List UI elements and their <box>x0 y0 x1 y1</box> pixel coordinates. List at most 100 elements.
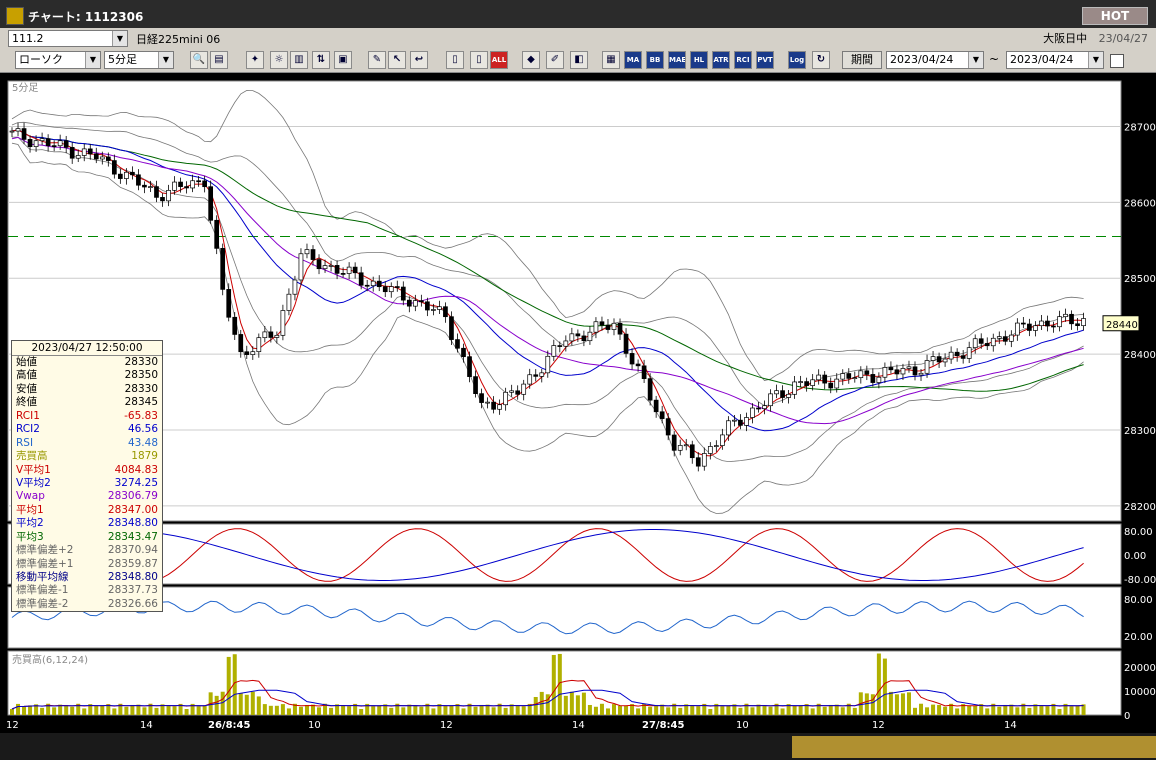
candle-body <box>924 360 930 374</box>
candle-body <box>51 145 57 147</box>
candle-body <box>21 128 27 140</box>
date-to-value: 2023/04/24 <box>1010 53 1074 66</box>
candle-body <box>473 376 478 394</box>
toolbar-tool-icon[interactable]: 🔍 <box>190 51 208 69</box>
toolbar-tool-icon[interactable]: ☼ <box>270 51 288 69</box>
toolbar-tool-icon[interactable]: ✦ <box>246 51 264 69</box>
toolbar-tool-icon[interactable]: ▯ <box>470 51 488 69</box>
volume-bar <box>774 703 779 715</box>
volume-bar <box>196 706 201 715</box>
candle-body <box>166 189 171 202</box>
candle-body <box>304 249 310 255</box>
chevron-down-icon[interactable]: ▼ <box>85 52 100 68</box>
tool-pvt-button[interactable]: PVT <box>756 51 774 69</box>
candle-body <box>780 390 785 398</box>
toolbar-tool-icon[interactable]: ▥ <box>290 51 308 69</box>
tool-bb-button[interactable]: BB <box>646 51 664 69</box>
tool-atr-button[interactable]: ATR <box>712 51 730 69</box>
volume-bar <box>756 704 761 715</box>
volume-bar <box>238 692 243 715</box>
candle-body <box>659 411 665 419</box>
time-axis-label: 10 <box>308 720 321 731</box>
candle-body <box>605 324 611 330</box>
candle-body <box>810 379 816 386</box>
data-window-datetime: 2023/04/27 12:50:00 <box>12 341 162 356</box>
tool-log-button[interactable]: Log <box>788 51 806 69</box>
candle-body <box>960 355 966 359</box>
volume-bar <box>280 704 285 715</box>
volume-bar <box>22 706 27 715</box>
data-window-row: 平均2 28348.80 <box>12 517 162 530</box>
candle-body <box>419 300 424 303</box>
range-checkbox[interactable] <box>1110 54 1124 68</box>
toolbar-tool-icon[interactable]: ▣ <box>334 51 352 69</box>
toolbar-tool-icon[interactable]: ▤ <box>210 51 228 69</box>
volume-bar <box>822 706 827 715</box>
candle-body <box>587 331 593 342</box>
volume-bar <box>894 694 899 715</box>
row-label: 始値 <box>16 356 37 368</box>
row-value: -65.83 <box>124 409 158 422</box>
row-label: 標準偏差-2 <box>16 597 69 610</box>
chevron-down-icon[interactable]: ▼ <box>112 31 127 46</box>
toolbar-tool-icon[interactable]: ▦ <box>602 51 620 69</box>
candle-body <box>99 156 105 160</box>
volume-bar <box>311 704 315 715</box>
tool-hl-button[interactable]: HL <box>690 51 708 69</box>
toolbar-tool-icon[interactable]: ◆ <box>522 51 540 69</box>
candle-body <box>268 331 274 338</box>
chart-area[interactable]: 28700 28600 28500 28400 28300 28200 28440 5分足 80… <box>0 73 1156 760</box>
toolbar-tool-icon[interactable]: ✐ <box>546 51 564 69</box>
candle-body <box>81 148 87 156</box>
toolbar-tool-icon[interactable]: ▯ <box>446 51 464 69</box>
time-axis-label: 26/8:45 <box>208 720 250 731</box>
date-to-input[interactable]: 2023/04/24 ▼ <box>1006 51 1104 69</box>
volume-bar <box>967 705 972 715</box>
candle-body <box>455 339 460 349</box>
candle-body <box>792 381 797 395</box>
tool-ma-button[interactable]: MA <box>624 51 642 69</box>
toolbar-tool-icon[interactable]: ↩ <box>410 51 428 69</box>
code-select[interactable]: 111.2 ▼ <box>8 30 128 47</box>
period-button[interactable]: 期間 <box>842 51 882 69</box>
volume-bar <box>401 707 406 715</box>
candle-body <box>443 306 448 318</box>
row-value: 28359.87 <box>107 557 158 570</box>
hot-button[interactable]: HOT <box>1082 7 1148 25</box>
volume-bar <box>389 707 394 715</box>
volume-bar <box>919 703 924 715</box>
candle-body <box>172 181 177 191</box>
toolbar-tool-icon[interactable]: ◧ <box>570 51 588 69</box>
toolbar-tool-icon[interactable]: ↖ <box>388 51 406 69</box>
toolbar-tool-icon[interactable]: ✎ <box>368 51 386 69</box>
candle-body <box>882 367 888 378</box>
interval-select[interactable]: 5分足 ▼ <box>104 51 174 69</box>
volume-bar <box>178 703 183 715</box>
row-label: 標準偏差+1 <box>16 557 74 570</box>
candle-body <box>539 372 545 377</box>
volume-bar <box>94 705 99 715</box>
candle-body <box>822 374 828 384</box>
data-window-row: 売買高 1879 <box>12 450 162 463</box>
candle-body <box>340 273 346 275</box>
window-title: チャート: 1112306 <box>28 10 144 24</box>
toolbar-tool-icon[interactable]: ⇅ <box>312 51 330 69</box>
toolbar-tool-icon[interactable]: ↻ <box>812 51 830 69</box>
volume-bar <box>798 705 803 715</box>
calendar-dropdown-icon[interactable]: ▼ <box>1088 52 1103 68</box>
candle-body <box>738 419 743 426</box>
chart-kind-select[interactable]: ローソク ▼ <box>15 51 101 69</box>
candle-body <box>828 382 834 389</box>
volume-bar <box>810 708 815 715</box>
tool-all-button[interactable]: ALL <box>490 51 508 69</box>
candle-body <box>569 333 575 342</box>
tool-rci-button[interactable]: RCI <box>734 51 752 69</box>
candle-body <box>1081 318 1086 327</box>
date-from-input[interactable]: 2023/04/24 ▼ <box>886 51 984 69</box>
calendar-dropdown-icon[interactable]: ▼ <box>968 52 983 68</box>
chevron-down-icon[interactable]: ▼ <box>158 52 173 68</box>
candle-body <box>750 407 755 418</box>
volume-bar <box>660 704 665 715</box>
volume-bar <box>148 703 153 715</box>
tool-mae-button[interactable]: MAE <box>668 51 686 69</box>
